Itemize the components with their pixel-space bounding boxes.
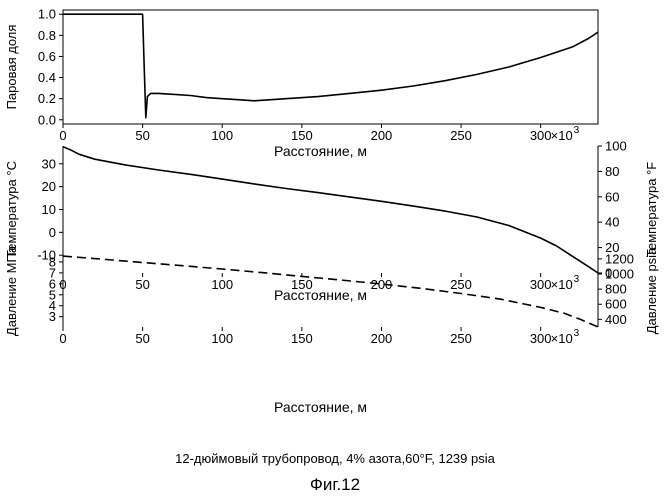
x-tick-label: 200 [371, 128, 393, 143]
x-tick-label: 300 [530, 331, 552, 346]
figure-caption: 12-дюймовый трубопровод, 4% азота,60°F, … [0, 451, 670, 466]
y-tick-label: 1.0 [38, 7, 56, 22]
x-tick-label: 100 [211, 331, 233, 346]
right-y-axis-label: Температура °F [644, 162, 659, 258]
series-line [63, 14, 598, 118]
x-tick-label: 300 [530, 277, 552, 292]
right-y-tick-label: 1200 [605, 251, 634, 266]
x-multiplier-exponent: 3 [574, 125, 580, 136]
right-y-tick-label: 400 [605, 312, 627, 327]
right-y-tick-label: 100 [605, 139, 627, 154]
y-tick-label: 30 [42, 156, 56, 171]
x-tick-label: 150 [291, 331, 313, 346]
y-tick-label: 0.2 [38, 91, 56, 106]
x-multiplier-label: ×10 [551, 331, 573, 346]
x-multiplier-label: ×10 [551, 128, 573, 143]
y-tick-label: 0 [49, 225, 56, 240]
x-axis-label: Расстояние, м [274, 399, 367, 415]
x-multiplier-exponent: 3 [574, 274, 580, 285]
right-y-tick-label: 1000 [605, 267, 634, 282]
x-multiplier-exponent: 3 [574, 328, 580, 339]
y-axis-label: Давление МПа [4, 245, 19, 336]
x-axis-label: Расстояние, м [274, 143, 367, 159]
x-tick-label: 0 [59, 331, 66, 346]
x-tick-label: 250 [450, 331, 472, 346]
x-axis-label: Расстояние, м [274, 287, 367, 303]
y-axis-label: Паровая доля [4, 25, 19, 110]
y-tick-label: 0.6 [38, 49, 56, 64]
x-tick-label: 100 [211, 277, 233, 292]
y-tick-label: 0.8 [38, 28, 56, 43]
y-axis-label: Температура °C [4, 161, 19, 258]
y-tick-label: 10 [42, 202, 56, 217]
x-tick-label: 250 [450, 128, 472, 143]
x-tick-label: 150 [291, 128, 313, 143]
x-multiplier-label: ×10 [551, 277, 573, 292]
x-tick-label: 100 [211, 128, 233, 143]
x-tick-label: 50 [135, 331, 149, 346]
right-y-tick-label: 80 [605, 164, 619, 179]
y-tick-label: 0.4 [38, 70, 56, 85]
figure-number-label: Фиг.12 [0, 475, 670, 495]
x-tick-label: 300 [530, 128, 552, 143]
right-y-tick-label: 40 [605, 215, 619, 230]
x-tick-label: 200 [371, 331, 393, 346]
right-y-axis-label: Давление psia [644, 247, 659, 334]
x-tick-label: 0 [59, 128, 66, 143]
x-tick-label: 250 [450, 277, 472, 292]
right-y-tick-label: 60 [605, 189, 619, 204]
y-tick-label: 8 [49, 254, 56, 269]
chart-panel-3: 050100150200250300×103Расстояние, м34567… [4, 245, 659, 415]
series-line [63, 147, 598, 273]
right-y-tick-label: 600 [605, 297, 627, 312]
chart-panel-2: 050100150200250300×103Расстояние, м-1001… [4, 139, 659, 303]
x-tick-label: 50 [135, 277, 149, 292]
right-y-tick-label: 800 [605, 282, 627, 297]
chart-panel-1: 0 50 100 150 200 250 300×103 Расстояние, м 0.0 0.… [4, 7, 598, 159]
x-tick-label: 50 [135, 128, 149, 143]
y-tick-label: 20 [42, 179, 56, 194]
y-tick-label: 0.0 [38, 112, 56, 127]
